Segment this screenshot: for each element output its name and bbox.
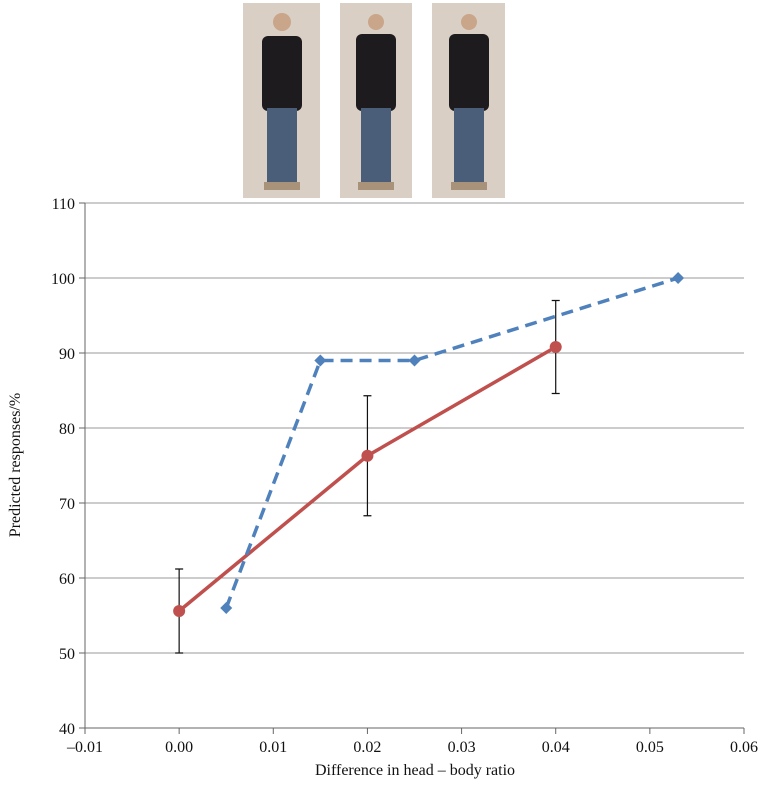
point [361, 450, 373, 462]
y-tick-label: 60 [59, 571, 75, 588]
photo [243, 3, 320, 198]
photo [432, 3, 505, 198]
point [672, 272, 684, 284]
x-tick-label: 0.05 [636, 739, 664, 756]
point [314, 355, 326, 367]
x-tick-label: –0.01 [66, 739, 103, 756]
series-line [226, 278, 678, 608]
x-tick-label: 0.00 [165, 739, 193, 756]
point [173, 605, 185, 617]
x-tick-label: 0.06 [730, 739, 758, 756]
y-tick-label: 50 [59, 646, 75, 663]
y-tick-label: 100 [51, 271, 75, 288]
point [550, 341, 562, 353]
x-tick-label: 0.02 [353, 739, 381, 756]
x-tick-label: 0.01 [259, 739, 287, 756]
y-tick-label: 40 [59, 721, 75, 738]
page: {"chart_data": {"type": "line", "x_label… [0, 0, 765, 788]
point [220, 602, 232, 614]
x-tick-label: 0.03 [448, 739, 476, 756]
chart: Difference in head – body ratio Predicte… [0, 0, 765, 783]
x-tick-label: 0.04 [542, 739, 570, 756]
y-tick-label: 90 [59, 346, 75, 363]
point [409, 355, 421, 367]
y-tick-label: 110 [52, 196, 75, 213]
x-axis-label: Difference in head – body ratio [315, 762, 515, 779]
y-tick-label: 70 [59, 496, 75, 513]
y-tick-label: 80 [59, 421, 75, 438]
y-axis-label: Predicted responses/% [7, 393, 24, 537]
photos [243, 3, 505, 198]
photo [340, 3, 412, 198]
